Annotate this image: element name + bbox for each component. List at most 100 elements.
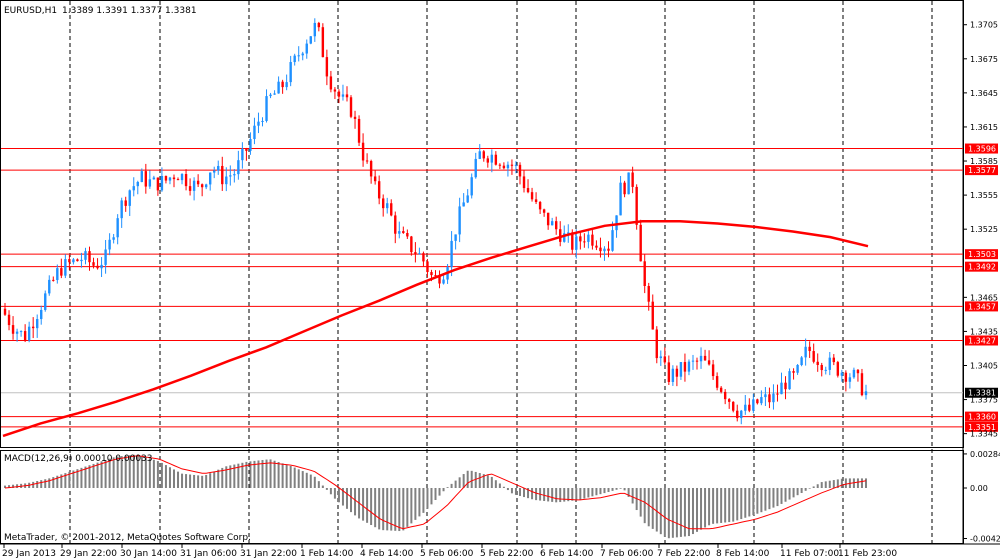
macd-bar — [514, 488, 517, 495]
macd-bar — [531, 488, 534, 500]
macd-bar — [337, 488, 340, 503]
candle-body — [812, 351, 815, 362]
candle-body — [615, 215, 618, 231]
macd-bar — [217, 469, 220, 488]
candle-body — [510, 164, 514, 166]
macd-bar — [740, 488, 743, 520]
candle-body — [462, 202, 465, 207]
candle-body — [184, 174, 188, 187]
macd-bar — [547, 488, 550, 502]
macd-bar — [808, 488, 811, 489]
price-tick-label: 1.3585 — [970, 157, 998, 166]
candle-body — [56, 268, 59, 281]
candle-body — [293, 55, 296, 63]
macd-bar — [583, 488, 586, 499]
candle-body — [337, 91, 341, 97]
horizontal-levels[interactable]: 1.3596 1.3577 1.3503 1.3492 1.3457 1.3427 1.33… — [1, 143, 998, 432]
macd-bar — [482, 474, 485, 488]
candle-body — [96, 265, 99, 269]
macd-bar — [824, 481, 827, 488]
macd-bar — [832, 480, 835, 488]
macd-bar — [108, 458, 111, 488]
candle-body — [357, 118, 361, 143]
candle-body — [100, 264, 103, 269]
candle-body — [567, 232, 570, 234]
macd-bar — [599, 488, 602, 495]
candle-body — [478, 151, 481, 159]
macd-bar — [667, 488, 670, 539]
candle-body — [200, 184, 204, 188]
macd-bar — [140, 455, 143, 488]
macd-bar — [144, 457, 147, 488]
candle-body — [321, 27, 325, 58]
macd-bar — [44, 479, 47, 488]
candle-body — [740, 410, 743, 419]
macd-signal-line — [4, 455, 867, 530]
macd-bar — [185, 474, 188, 488]
candle-body — [450, 240, 453, 268]
macd-bar — [12, 484, 15, 488]
candle-body — [164, 175, 168, 181]
candle-body — [132, 186, 135, 191]
candle-body — [631, 172, 634, 187]
candle-body — [679, 362, 683, 377]
time-tick-label: 31 Jan 06:00 — [180, 549, 237, 559]
candle-body — [744, 404, 747, 411]
macd-bar — [490, 476, 493, 488]
main-panel[interactable] — [0, 0, 964, 448]
candle-body — [619, 182, 622, 216]
candle-body — [687, 361, 691, 372]
candle-body — [156, 177, 160, 191]
price-level-tag — [965, 261, 998, 272]
macd-bar — [156, 461, 159, 488]
macd-bar — [619, 488, 622, 489]
candle-body — [19, 331, 23, 333]
macd-bar — [502, 486, 505, 488]
macd-bar — [297, 469, 300, 488]
price-level-label: 1.3360 — [968, 413, 996, 422]
candle-body — [241, 148, 244, 161]
macd-bar — [84, 466, 87, 488]
macd-bar — [607, 488, 610, 492]
macd-bar — [100, 461, 103, 488]
candle-body — [490, 154, 494, 163]
candle-body — [317, 22, 321, 28]
macd-bar — [317, 481, 320, 488]
macd-bar — [438, 488, 441, 496]
candle-body — [792, 371, 795, 373]
macd-bar — [720, 488, 723, 523]
macd-bar — [221, 467, 224, 488]
time-tick-label: 5 Feb 22:00 — [480, 549, 534, 559]
candle-body — [466, 195, 469, 203]
candle-body — [373, 176, 377, 182]
candle-body — [305, 43, 308, 54]
candle-body — [104, 249, 107, 265]
macd-bar — [595, 488, 598, 496]
candle-body — [168, 177, 172, 181]
candle-body — [377, 181, 381, 199]
macd-bar — [418, 488, 421, 517]
macd-bar — [193, 474, 196, 488]
price-tick-label: 1.3465 — [970, 293, 998, 302]
candle-body — [800, 357, 803, 366]
candle-body — [683, 362, 687, 372]
macd-bar — [756, 488, 759, 514]
candle-body — [172, 177, 176, 180]
candle-body — [623, 182, 626, 195]
macd-bar — [462, 474, 465, 488]
price-tick-label: 1.3705 — [970, 21, 998, 30]
macd-bar — [201, 475, 204, 488]
candle-body — [281, 81, 284, 88]
time-tick-label: 11 Feb 07:00 — [780, 549, 839, 559]
macd-bar — [563, 488, 566, 502]
candle-body — [72, 259, 75, 263]
macd-bar — [659, 488, 662, 535]
price-axis: 1.3705 1.3675 1.3645 1.3615 1.3585 1.3555 1.35… — [963, 21, 1000, 544]
candle-body — [434, 275, 437, 277]
candle-body — [277, 81, 280, 94]
macd-bar — [249, 461, 252, 488]
macd-bar — [768, 488, 771, 510]
candle-body — [804, 346, 807, 358]
macd-bar — [498, 483, 501, 488]
